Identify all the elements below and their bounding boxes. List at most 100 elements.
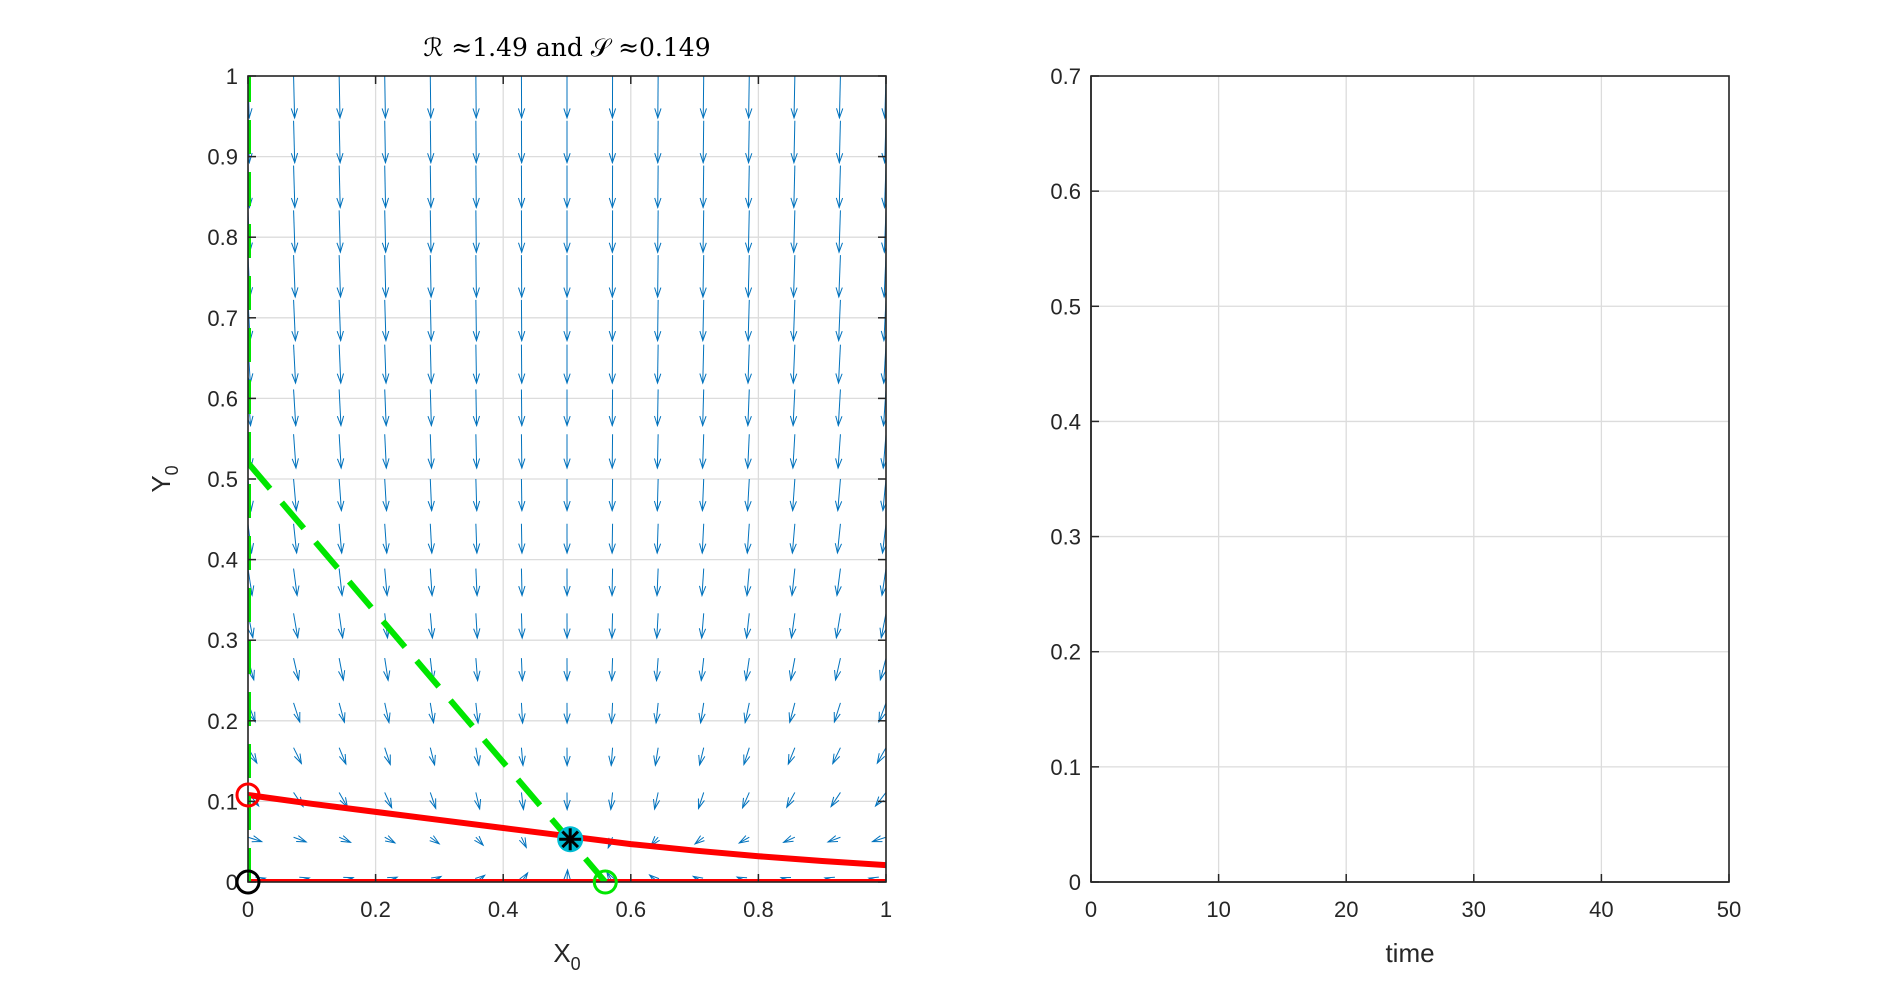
vector-field-arrow (429, 389, 432, 426)
vector-field-arrowhead (789, 627, 797, 640)
vector-field-arrow (293, 702, 301, 723)
vector-field-arrow (293, 747, 302, 764)
vector-field-arrowhead (338, 753, 347, 766)
vector-field-arrowhead (834, 670, 842, 682)
vector-field-arrowhead (563, 330, 571, 343)
vector-field-arrowhead (381, 108, 389, 120)
vector-field-arrowhead (383, 754, 391, 766)
vector-field-arrowhead (880, 287, 886, 299)
vector-field-arrow (700, 702, 705, 723)
vector-field-arrowhead (292, 669, 301, 682)
time-series-xtick-label: 30 (1462, 897, 1486, 922)
vector-field-arrow (338, 434, 342, 469)
vector-field-arrow (838, 255, 841, 297)
vector-field-arrow (701, 523, 705, 554)
vector-field-arrow (520, 613, 523, 639)
time-series-xtick-label: 0 (1085, 897, 1097, 922)
vector-field-arrow (838, 210, 841, 253)
vector-field-arrowhead (381, 197, 389, 210)
vector-field-arrow (338, 702, 345, 723)
vector-field-arrow (827, 836, 841, 843)
vector-field-arrowhead (608, 415, 616, 428)
vector-field-arrowhead (834, 500, 843, 513)
vector-field-arrowhead (744, 415, 752, 428)
vector-field-arrow (338, 658, 344, 681)
vector-field-arrowhead (835, 330, 843, 343)
vector-field-arrow (475, 568, 478, 596)
vector-field-arrow (338, 165, 341, 208)
vector-field-arrow (792, 299, 796, 341)
vector-field-arrowhead (517, 197, 526, 210)
vector-field-arrow (787, 747, 796, 765)
vector-field-arrowhead (743, 754, 751, 767)
black-circle-marker (235, 869, 261, 895)
vector-field-arrow (338, 836, 351, 843)
phase-plane-xtick-label: 0.8 (743, 897, 774, 922)
vector-field-arrow (611, 658, 614, 681)
vector-field-arrowhead (698, 712, 706, 725)
vector-field-arrow (836, 568, 841, 596)
vector-field-arrow (384, 434, 387, 469)
vector-field-arrowhead (833, 712, 841, 724)
vector-field-arrow (293, 210, 296, 253)
vector-field-arrowhead (337, 585, 345, 598)
vector-field-arrowhead (789, 415, 798, 428)
vector-field-arrowhead (699, 108, 707, 120)
vector-field-arrowhead (737, 835, 750, 844)
vector-field-arrow (429, 792, 437, 809)
vector-field-arrowhead (518, 458, 526, 470)
vector-field-arrow (293, 76, 296, 118)
vector-field-arrowhead (653, 543, 662, 555)
vector-field-arrowhead (653, 755, 661, 767)
vector-field-arrow (699, 747, 705, 766)
vector-field-arrowhead (790, 373, 798, 385)
equilibrium-star-spoke (561, 830, 580, 849)
vector-field-arrowhead (427, 108, 435, 120)
vector-field-arrowhead (383, 670, 391, 682)
vector-field-arrowhead (381, 152, 389, 165)
vector-field-arrow (475, 344, 478, 384)
vector-field-arrowhead (290, 108, 298, 120)
vector-field-arrowhead (608, 670, 616, 683)
vector-field-arrowhead (653, 628, 661, 640)
vector-field-arrowhead (249, 753, 258, 765)
vector-field-arrow (475, 389, 478, 426)
time-series-ytick-label: 0.4 (1050, 409, 1081, 434)
time-series-ytick-label: 0.6 (1050, 179, 1081, 204)
vector-field-arrowhead (472, 330, 480, 343)
vector-field-arrowhead (517, 108, 526, 120)
vector-field-arrow (475, 299, 477, 341)
phase-plane-ylabel-sub: 0 (162, 465, 182, 475)
phase-plane-ytick-label: 0.9 (207, 145, 238, 170)
vector-field-arrow (747, 389, 750, 426)
vector-field-arrowhead (427, 152, 435, 165)
time-series-xtick-label: 20 (1334, 897, 1358, 922)
vector-field-arrowhead (880, 330, 886, 343)
time-series-ytick-label: 0.2 (1050, 640, 1081, 665)
time-series-ytick-label: 0.5 (1050, 294, 1081, 319)
vector-field-arrowhead (879, 627, 886, 640)
vector-field-arrowhead (382, 543, 390, 555)
phase-plane-xtick-label: 0 (242, 897, 254, 922)
vector-field-arrowhead (563, 458, 571, 470)
vector-field-arrow (338, 344, 342, 384)
vector-field-arrowhead (790, 287, 798, 299)
vector-field-arrow (698, 792, 705, 809)
vector-field-arrow (520, 523, 523, 554)
vector-field-arrow (746, 568, 750, 596)
vector-field-arrow (475, 523, 478, 554)
vector-field-arrow (742, 792, 750, 809)
vector-field-arrowhead (337, 627, 345, 640)
vector-field-arrow (384, 747, 391, 765)
vector-field-arrowhead (699, 242, 707, 254)
vector-field-arrow (611, 568, 614, 596)
vector-field-arrowhead (473, 670, 481, 683)
vector-field-arrowhead (870, 835, 883, 843)
vector-field-arrow (833, 702, 841, 723)
vector-field-arrowhead (744, 242, 753, 254)
vector-field-arrow (475, 702, 479, 723)
vector-field-arrowhead (473, 713, 481, 725)
vector-field-arrowhead (293, 711, 301, 724)
vector-field-arrow (745, 658, 750, 681)
